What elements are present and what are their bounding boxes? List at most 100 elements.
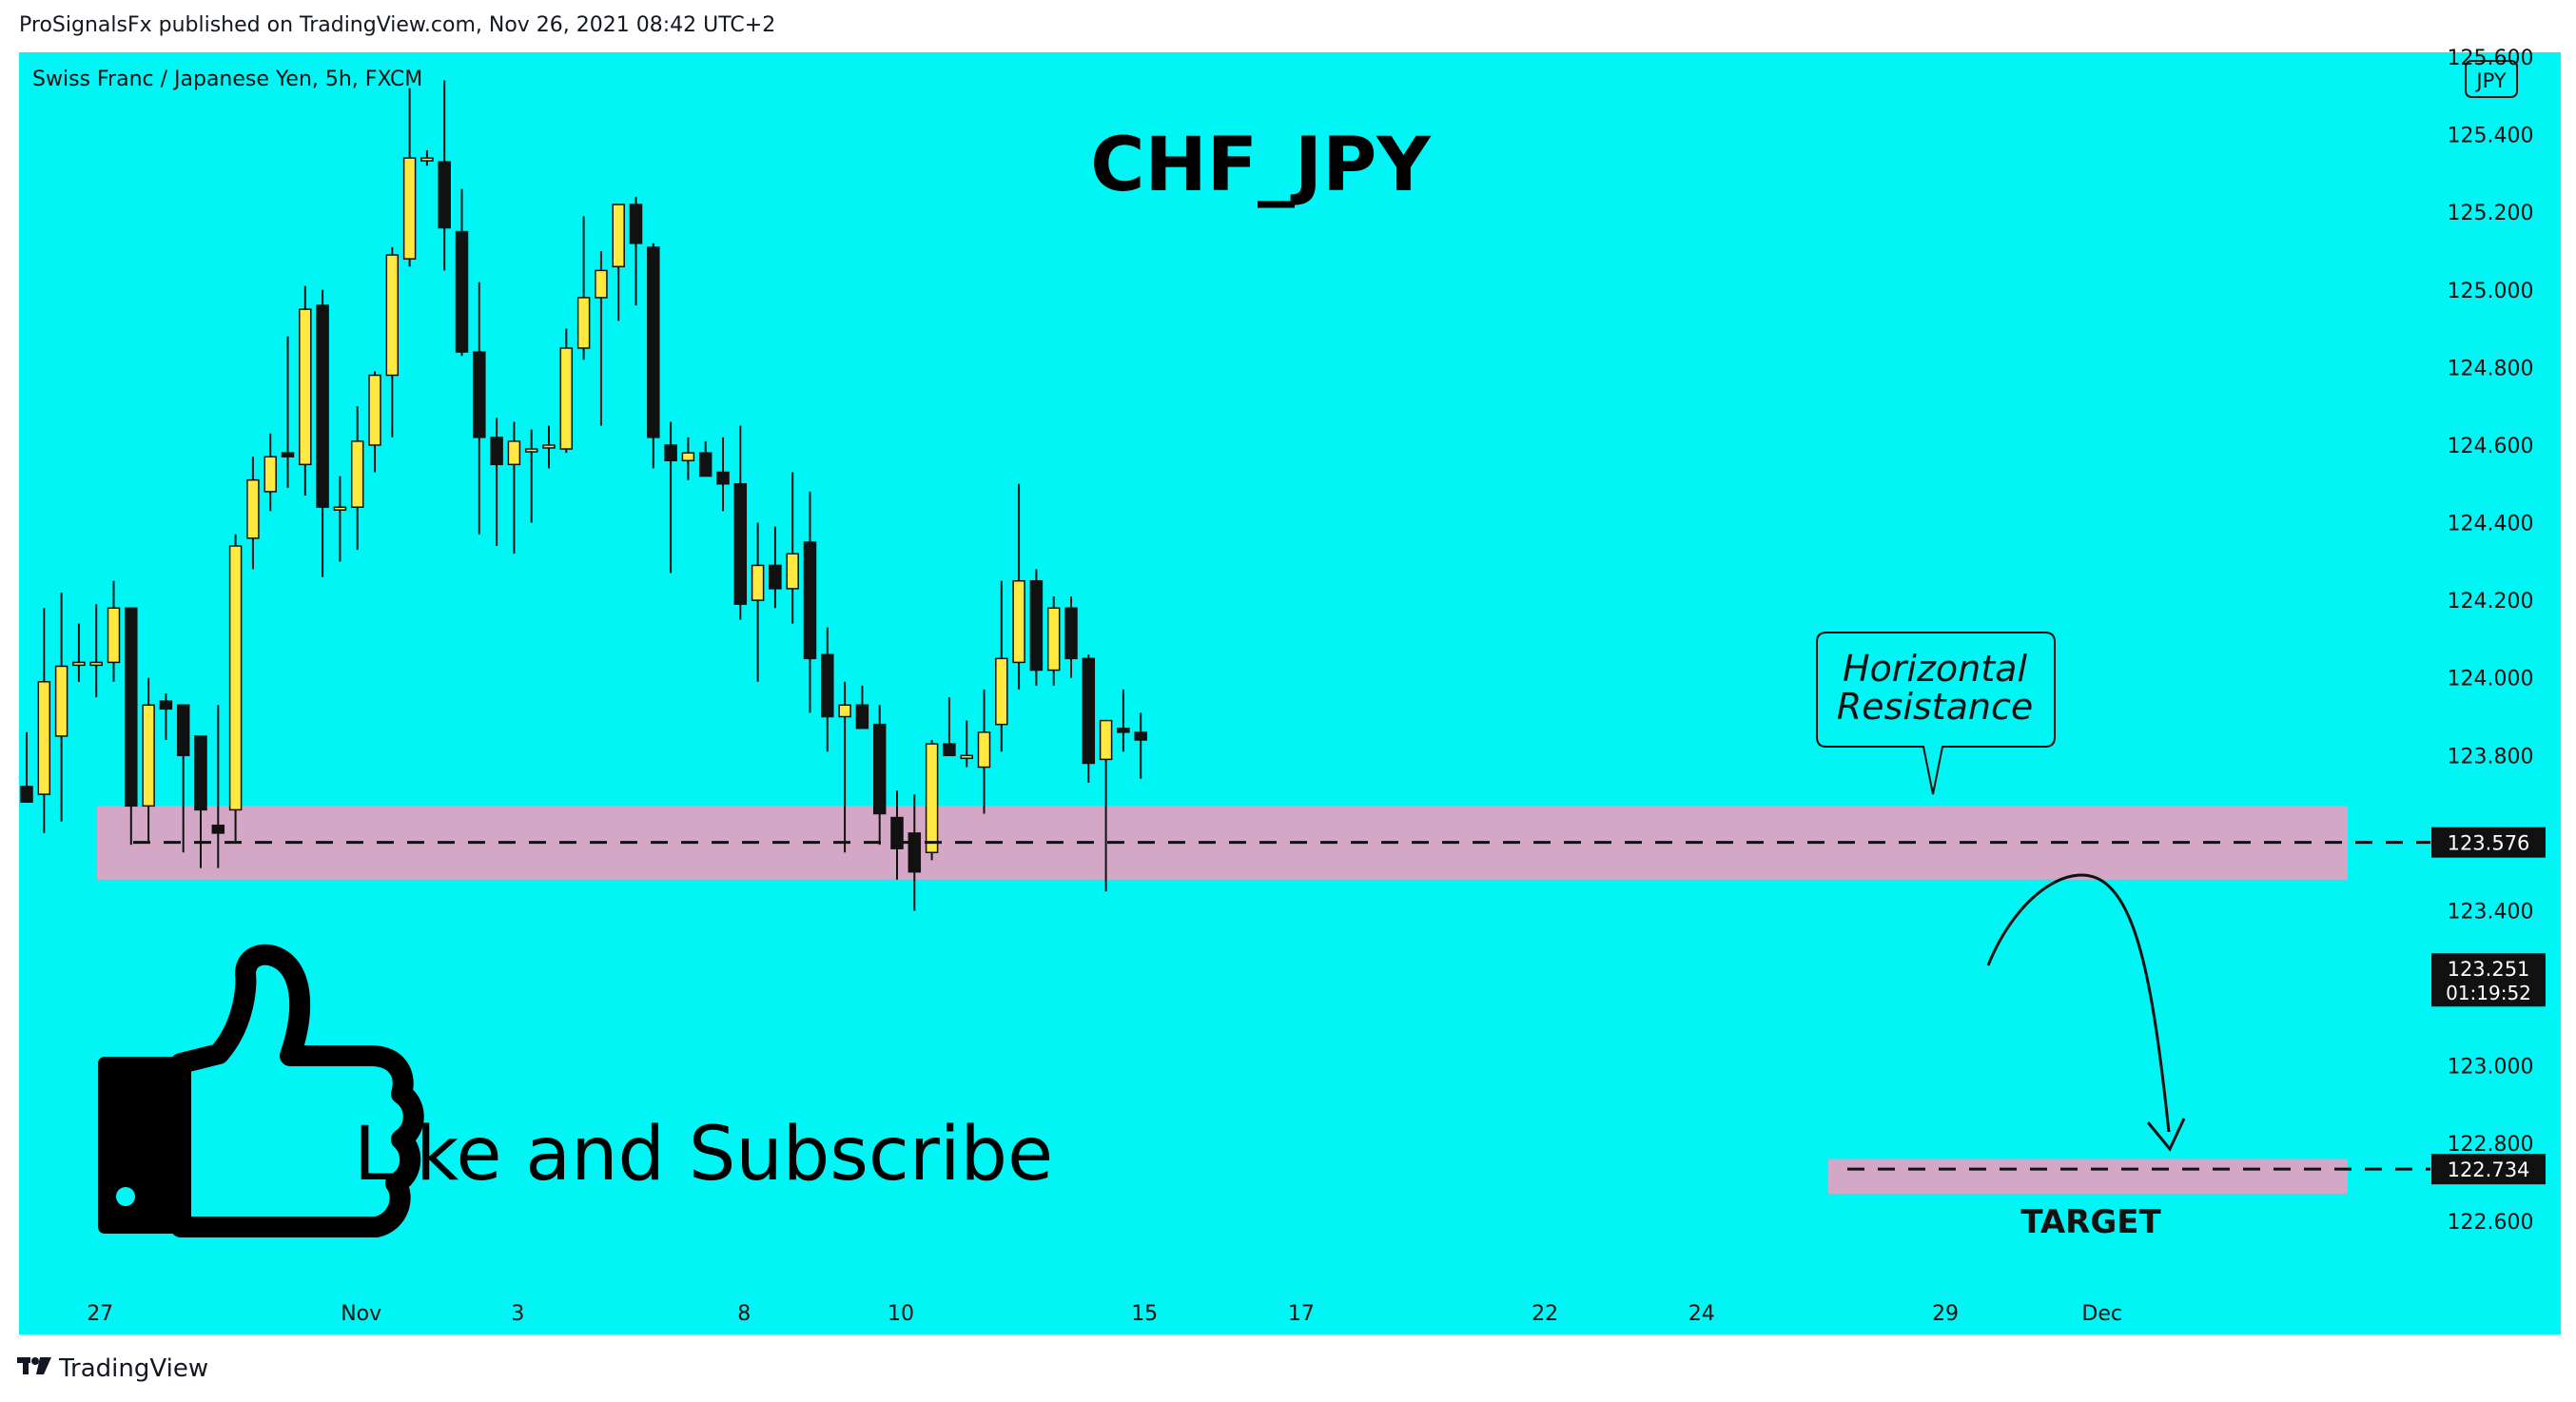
bullish-candle-body — [54, 665, 68, 737]
bearish-candle-body — [769, 564, 782, 590]
candle[interactable] — [576, 216, 591, 360]
bearish-candle-body — [1134, 731, 1147, 741]
candle[interactable] — [629, 196, 643, 306]
candle[interactable] — [194, 735, 207, 868]
candle[interactable] — [402, 88, 417, 267]
candle[interactable] — [89, 604, 103, 698]
y-tick-label: 125.600 — [2448, 47, 2534, 70]
candle[interactable] — [698, 440, 712, 477]
candle[interactable] — [559, 328, 574, 454]
candle[interactable] — [855, 685, 869, 730]
candle[interactable] — [350, 406, 364, 551]
candle[interactable] — [1046, 596, 1061, 686]
candle[interactable] — [595, 250, 608, 426]
x-tick-label: 10 — [888, 1302, 914, 1326]
bearish-candle-body — [125, 607, 138, 808]
candle[interactable] — [299, 285, 312, 496]
candle[interactable] — [125, 607, 138, 846]
candle[interactable] — [943, 697, 956, 757]
bearish-candle-body — [211, 824, 225, 834]
candle[interactable] — [246, 457, 260, 570]
bullish-candle-body — [350, 440, 364, 508]
candle[interactable] — [925, 739, 939, 861]
candle[interactable] — [1064, 596, 1078, 678]
bullish-candle-body — [368, 374, 381, 446]
candle[interactable] — [211, 705, 225, 868]
candle[interactable] — [142, 677, 155, 842]
candle[interactable] — [1029, 569, 1044, 686]
bullish-candle-body — [385, 254, 400, 377]
thumbs-up-icon[interactable] — [98, 944, 424, 1237]
candle[interactable] — [890, 790, 904, 880]
candle[interactable] — [20, 731, 33, 803]
y-tick-label: 125.000 — [2448, 280, 2534, 303]
candle[interactable] — [542, 425, 556, 469]
candle[interactable] — [664, 421, 677, 574]
price-axis-background[interactable] — [2437, 52, 2561, 1334]
candle[interactable] — [159, 693, 173, 740]
candle[interactable] — [228, 534, 243, 842]
candle[interactable] — [54, 592, 68, 822]
x-tick-label: 22 — [1532, 1302, 1558, 1326]
candle[interactable] — [176, 704, 190, 853]
currency-badge[interactable]: JPY — [2465, 60, 2518, 98]
x-tick-label: 17 — [1288, 1302, 1315, 1326]
candle[interactable] — [333, 476, 347, 562]
candle[interactable] — [490, 418, 503, 546]
candle[interactable] — [385, 246, 400, 438]
candle[interactable] — [647, 243, 660, 469]
candle[interactable] — [960, 720, 973, 768]
bullish-candle-body — [977, 731, 991, 769]
footer-branding[interactable]: TradingView — [17, 1354, 208, 1383]
candle[interactable] — [995, 580, 1008, 752]
candle[interactable] — [977, 689, 991, 814]
price-label-tag[interactable]: 123.576 — [2431, 827, 2546, 858]
bearish-candle-body — [803, 541, 817, 660]
y-tick-label: 124.200 — [2448, 590, 2534, 613]
candle[interactable] — [1099, 719, 1113, 892]
y-tick-label: 124.400 — [2448, 513, 2534, 536]
candle[interactable] — [821, 627, 834, 752]
x-tick-label: 29 — [1932, 1302, 1959, 1326]
candle[interactable] — [769, 526, 782, 609]
candle[interactable] — [1117, 689, 1130, 752]
candle[interactable] — [716, 437, 730, 512]
price-label-value: 123.576 — [2448, 832, 2530, 855]
candle[interactable] — [281, 336, 295, 488]
candle[interactable] — [803, 491, 817, 713]
projection-arrow-path — [1986, 873, 2171, 1133]
candle[interactable] — [1012, 483, 1025, 690]
bullish-candle-body — [420, 157, 434, 162]
candle[interactable] — [72, 623, 86, 682]
candle[interactable] — [907, 794, 922, 911]
candle[interactable] — [368, 371, 381, 473]
candle[interactable] — [612, 204, 625, 321]
candle[interactable] — [681, 437, 695, 480]
candle[interactable] — [107, 580, 121, 682]
bullish-candle-body — [751, 564, 765, 601]
candle[interactable] — [872, 705, 887, 846]
candle[interactable] — [316, 289, 329, 577]
x-tick-label: 24 — [1688, 1302, 1715, 1326]
candle[interactable] — [37, 608, 51, 833]
candle[interactable] — [263, 433, 277, 512]
candle[interactable] — [524, 429, 538, 523]
candle[interactable] — [751, 522, 765, 682]
candle[interactable] — [420, 149, 434, 166]
candle[interactable] — [455, 188, 469, 357]
candle[interactable] — [1082, 654, 1096, 783]
candle[interactable] — [438, 80, 451, 271]
candle[interactable] — [838, 681, 851, 853]
candle[interactable] — [786, 472, 799, 624]
candle[interactable] — [1134, 712, 1147, 779]
y-tick-label: 124.000 — [2448, 668, 2534, 691]
bearish-candle-body — [159, 700, 173, 711]
candle[interactable] — [733, 425, 748, 620]
candle[interactable] — [507, 421, 521, 555]
candle[interactable] — [473, 282, 486, 535]
bearish-candle-body — [438, 161, 451, 229]
price-label-tag[interactable]: 122.734 — [2431, 1154, 2546, 1185]
